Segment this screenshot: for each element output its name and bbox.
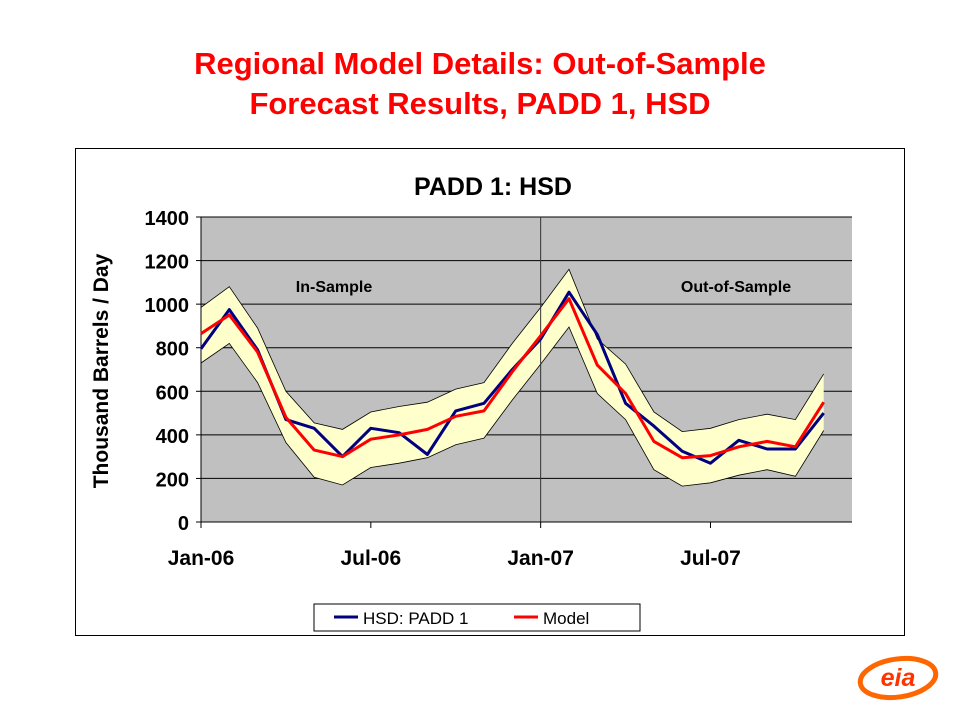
eia-logo: eia xyxy=(857,655,939,701)
confidence-band xyxy=(201,269,824,487)
slide-title-line-2: Forecast Results, PADD 1, HSD xyxy=(249,86,711,121)
x-tick-label: Jul-07 xyxy=(680,547,741,570)
logo-text: eia xyxy=(881,664,916,692)
band-upper-edge xyxy=(200,268,825,433)
slide-title: Regional Model Details: Out-of-Sample Fo… xyxy=(0,44,960,124)
y-tick-label: 1400 xyxy=(145,208,190,230)
legend-label: HSD: PADD 1 xyxy=(363,609,469,628)
y-tick-label: 200 xyxy=(156,469,189,491)
x-tick-label: Jul-06 xyxy=(340,547,401,570)
annotation-in-sample: In-Sample xyxy=(296,279,373,296)
logo-swoosh-icon xyxy=(857,655,939,701)
plot-area: 0 200 400 600 800 1000 1200 1400 Jan-06 Jul-06 Jan… xyxy=(145,208,852,570)
y-tick-label: 400 xyxy=(156,426,189,448)
chart-frame: PADD 1: HSD Thousand Barrels / Day 0 200 4… xyxy=(75,148,905,636)
y-axis-label: Thousand Barrels / Day xyxy=(90,253,113,488)
y-tick-label: 1000 xyxy=(145,295,190,317)
band-lower-edge xyxy=(200,326,825,487)
series-line-model xyxy=(200,297,825,460)
x-tick-label: Jan-07 xyxy=(507,547,574,570)
x-tick-label: Jan-06 xyxy=(168,547,235,570)
y-tick-label: 600 xyxy=(156,382,189,404)
chart-title: PADD 1: HSD xyxy=(414,173,572,201)
slide-title-line-1: Regional Model Details: Out-of-Sample xyxy=(194,46,766,81)
y-tick-label: 0 xyxy=(178,513,189,535)
legend: HSD: PADD 1 Model xyxy=(313,603,641,632)
annotation-out-of-sample: Out-of-Sample xyxy=(681,279,791,296)
line-chart: PADD 1: HSD Thousand Barrels / Day 0 200 4… xyxy=(90,173,852,632)
legend-box xyxy=(313,603,641,632)
y-tick-label: 1200 xyxy=(145,252,190,274)
y-tick-label: 800 xyxy=(156,339,189,361)
legend-label: Model xyxy=(543,609,589,628)
